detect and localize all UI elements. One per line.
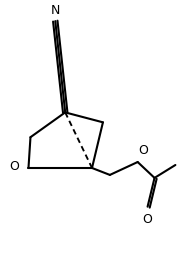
Text: O: O: [143, 213, 153, 226]
Text: N: N: [51, 4, 60, 17]
Text: O: O: [9, 160, 19, 173]
Text: O: O: [139, 144, 148, 157]
